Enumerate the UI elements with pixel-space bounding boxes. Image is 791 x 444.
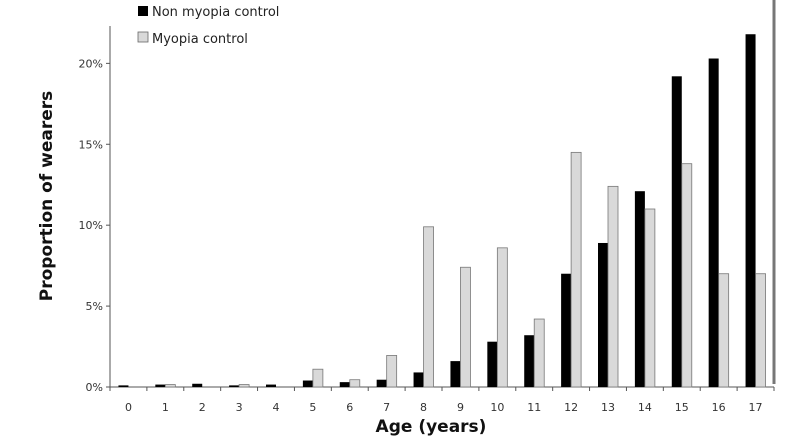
plot-area: 0%5%10%15%20%0 1 2 3 4 5 6 7 8 9 10 11 12 13 14 15 16 17	[79, 26, 775, 414]
bar-myopia-control	[644, 208, 656, 388]
x-tick-label: 6	[346, 401, 353, 414]
x-tick-label: 15	[675, 401, 689, 414]
x-tick-label: 17	[749, 401, 763, 414]
y-axis-title: Proportion of wearers	[37, 91, 57, 302]
bar-non-myopia-control	[376, 379, 387, 387]
bar-non-myopia-control	[708, 58, 719, 387]
x-tick-label: 11	[527, 401, 541, 414]
bar-myopia-control	[718, 273, 730, 388]
x-tick-label: 8	[420, 401, 427, 414]
bar-non-myopia-control	[450, 361, 461, 387]
legend-label-non-myopia: Non myopia control	[152, 5, 279, 20]
bar-non-myopia-control	[487, 341, 498, 387]
x-tick-label: 2	[199, 401, 206, 414]
bar-non-myopia-control	[118, 385, 129, 387]
legend-swatch-myopia	[137, 31, 149, 43]
bar-myopia-control	[681, 163, 693, 388]
y-tick-label: 5%	[86, 300, 103, 313]
x-tick-label: 13	[601, 401, 615, 414]
legend-label-myopia: Myopia control	[152, 32, 248, 47]
bar-non-myopia-control	[192, 383, 203, 387]
bar-myopia-control	[533, 318, 545, 388]
bar-myopia-control	[755, 273, 766, 388]
x-tick-label: 10	[490, 401, 504, 414]
bar-myopia-control	[312, 368, 324, 388]
bar-myopia-control	[164, 384, 176, 388]
bar-non-myopia-control	[671, 76, 682, 388]
bar-non-myopia-control	[155, 384, 166, 387]
x-tick-label: 9	[457, 401, 464, 414]
y-tick-label: 15%	[79, 138, 103, 151]
bar-non-myopia-control	[524, 335, 535, 387]
x-tick-label: 4	[273, 401, 280, 414]
x-tick-label: 5	[309, 401, 316, 414]
bar-non-myopia-control	[561, 273, 572, 387]
bar-myopia-control	[570, 151, 582, 388]
bar-myopia-control	[460, 266, 471, 388]
x-tick-label: 7	[383, 401, 390, 414]
y-tick-label: 10%	[79, 219, 103, 232]
bar-non-myopia-control	[266, 384, 276, 387]
bar-myopia-control	[607, 185, 619, 388]
bar-non-myopia-control	[745, 34, 756, 388]
bar-myopia-control	[423, 226, 434, 388]
bar-myopia-control	[496, 247, 508, 388]
legend-swatch-non-myopia	[138, 6, 148, 16]
bar-non-myopia-control	[229, 385, 240, 387]
bar-myopia-control	[386, 355, 398, 388]
y-tick-label: 20%	[79, 57, 103, 70]
bar-myopia-control	[238, 384, 250, 388]
bar-non-myopia-control	[413, 372, 424, 387]
y-tick-label: 0%	[86, 381, 103, 394]
x-tick-label: 0	[125, 401, 132, 414]
bar-non-myopia-control	[634, 191, 645, 387]
bar-non-myopia-control	[302, 380, 313, 387]
bar-non-myopia-control	[598, 242, 608, 387]
x-axis-title: Age (years)	[376, 417, 487, 437]
legend: Non myopia control Myopia control	[137, 5, 279, 47]
x-tick-label: 16	[712, 401, 726, 414]
x-tick-label: 3	[236, 401, 243, 414]
bar-non-myopia-control	[339, 382, 350, 387]
x-tick-label: 12	[564, 401, 578, 414]
x-tick-label: 1	[162, 401, 169, 414]
x-tick-label: 14	[638, 401, 652, 414]
bar-myopia-control	[349, 379, 361, 388]
